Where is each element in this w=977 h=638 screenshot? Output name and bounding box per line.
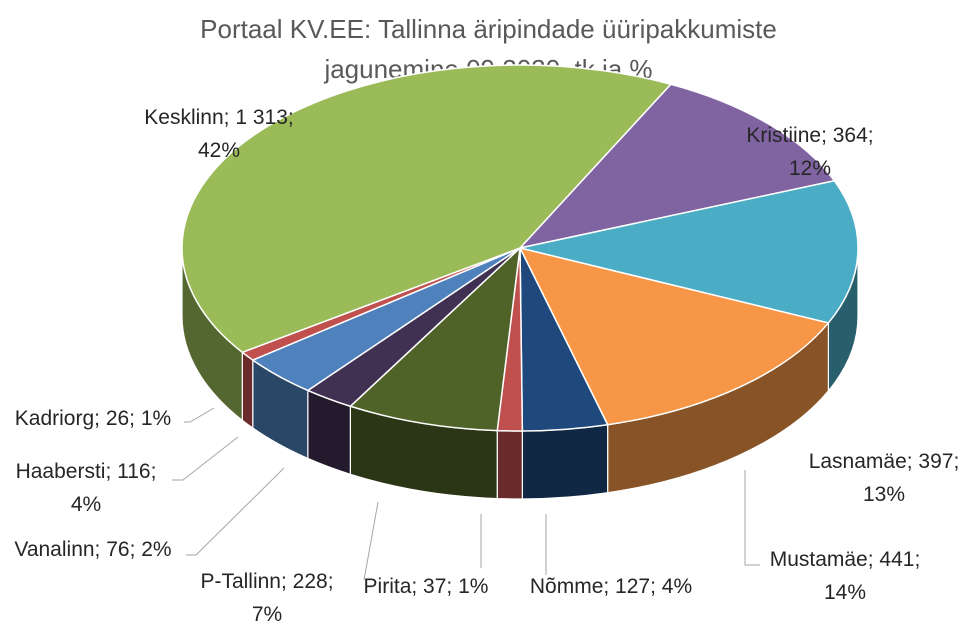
- leader-line-haabersti: [172, 436, 239, 481]
- pie-slice-p-tallinn: [349, 247, 521, 432]
- data-label-lasnamae: Lasnamäe; 397; 13%: [809, 450, 960, 506]
- pie-slice-kristiine: [519, 83, 836, 249]
- pie-slice-lasnamae: [519, 179, 859, 324]
- leader-line-mustamae: [744, 470, 760, 566]
- data-label-haabersti: Haabersti; 116; 4%: [16, 460, 157, 516]
- slice-side-kadriorg: [241, 351, 254, 430]
- leader-line-vanalinn: [186, 467, 285, 556]
- data-label-mustamae: Mustamäe; 441; 14%: [770, 548, 921, 604]
- data-label-p-tallinn: P-Tallinn; 228; 7%: [200, 570, 333, 626]
- slice-side-pirita: [496, 429, 523, 500]
- data-label-pirita: Pirita; 37; 1%: [364, 575, 489, 598]
- chart-title-line-1: Portaal KV.EE: Tallinna äripindade üürip…: [200, 14, 777, 44]
- leader-line-kadriorg: [184, 407, 215, 423]
- pie-slice-kesklinn: [181, 64, 672, 354]
- data-label-kristiine: Kristiine; 364; 12%: [746, 124, 873, 180]
- leader-line-p-tallinn: [363, 501, 379, 581]
- data-label-kesklinn: Kesklinn; 1 313; 42%: [144, 106, 293, 162]
- data-label-kadriorg: Kadriorg; 26; 1%: [15, 407, 171, 430]
- data-label-vanalinn: Vanalinn; 76; 2%: [14, 538, 171, 561]
- slice-side-nomme: [521, 424, 609, 500]
- data-label-nomme: Nõmme; 127; 4%: [530, 575, 692, 598]
- pie-slice-mustamae: [519, 247, 830, 426]
